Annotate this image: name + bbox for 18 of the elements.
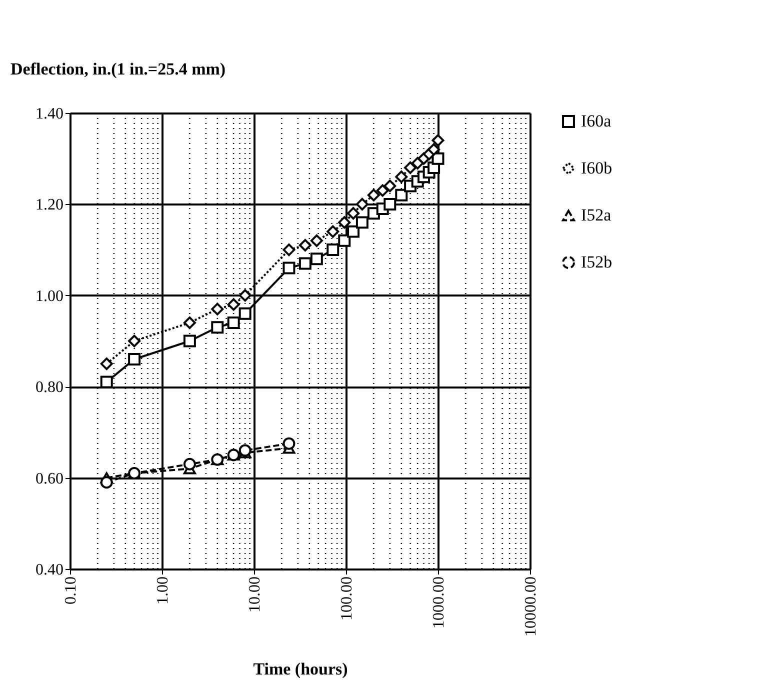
x-tick-label: 100.00 bbox=[338, 576, 356, 620]
legend-label: I52b bbox=[581, 252, 612, 272]
x-tick-label: 0.10 bbox=[62, 576, 80, 604]
y-axis-title: Deflection, in.(1 in.=25.4 mm) bbox=[10, 60, 226, 78]
x-tick-label: 1000.00 bbox=[430, 576, 448, 628]
y-tick-label: 1.40 bbox=[36, 106, 64, 122]
y-tick-label: 0.80 bbox=[36, 379, 64, 396]
legend-label: I60a bbox=[581, 112, 612, 130]
x-axis-title: Time (hours) bbox=[253, 660, 348, 678]
y-tick-label: 1.00 bbox=[36, 288, 64, 305]
x-tick-label: 1.00 bbox=[154, 576, 172, 604]
y-tick-label: 1.20 bbox=[36, 196, 64, 214]
y-tick-label: 0.40 bbox=[36, 562, 64, 578]
x-tick-label: 10000.00 bbox=[522, 576, 540, 636]
legend-label: I60b bbox=[581, 158, 612, 178]
legend-label: I52a bbox=[581, 206, 612, 224]
x-tick-label: 10.00 bbox=[246, 576, 264, 612]
y-tick-label: 0.60 bbox=[36, 470, 64, 488]
